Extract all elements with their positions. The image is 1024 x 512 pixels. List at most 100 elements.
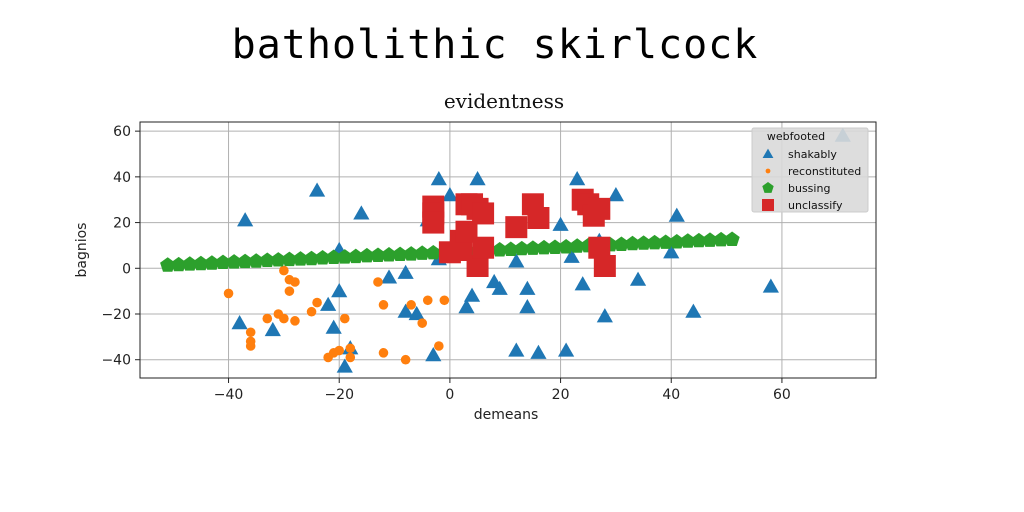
point — [262, 313, 273, 324]
point — [441, 187, 458, 202]
point — [713, 231, 729, 247]
point — [691, 232, 707, 248]
point — [331, 283, 348, 298]
y-tick-label: 60 — [113, 124, 131, 140]
chart-legend: webfooted shakably reconstituted bussing unc… — [751, 127, 869, 213]
point — [392, 246, 408, 261]
point — [593, 255, 616, 277]
point — [569, 238, 585, 253]
point — [326, 249, 342, 264]
point — [624, 235, 641, 251]
point — [334, 345, 345, 356]
point — [685, 303, 702, 318]
point — [160, 257, 176, 272]
point — [680, 233, 696, 248]
point — [231, 315, 248, 330]
point — [536, 239, 552, 255]
point — [345, 352, 356, 363]
point — [491, 280, 508, 295]
y-tick-label: −40 — [101, 353, 131, 369]
point — [525, 240, 541, 255]
point — [588, 236, 611, 259]
point — [669, 234, 685, 249]
point — [519, 280, 536, 295]
point — [353, 205, 370, 220]
point — [425, 347, 442, 362]
point — [237, 212, 254, 227]
y-tick-label: −20 — [101, 307, 131, 323]
series-unclassify — [422, 188, 616, 277]
point — [325, 319, 342, 334]
point — [226, 254, 242, 269]
series-reconstituted — [223, 265, 450, 365]
legend-label: unclassify — [788, 199, 843, 212]
point — [596, 308, 613, 323]
point — [519, 299, 536, 314]
point — [574, 276, 591, 291]
point — [408, 305, 425, 321]
point — [284, 286, 295, 296]
point — [434, 341, 444, 351]
point — [422, 295, 433, 306]
point — [527, 207, 550, 229]
point — [588, 197, 611, 220]
point — [290, 316, 300, 326]
point — [505, 216, 528, 239]
point — [245, 327, 256, 338]
point — [558, 342, 575, 357]
point — [455, 220, 478, 243]
point — [530, 344, 547, 359]
point — [647, 234, 663, 250]
point — [171, 256, 187, 272]
point — [629, 271, 647, 286]
point — [248, 253, 264, 268]
point — [279, 265, 289, 276]
point — [308, 182, 326, 197]
point — [472, 202, 495, 225]
point — [292, 251, 309, 266]
x-tick-label: −20 — [324, 387, 354, 403]
point — [492, 242, 508, 257]
point — [702, 232, 718, 247]
point — [378, 348, 389, 358]
point — [762, 278, 779, 293]
x-tick-label: 20 — [552, 387, 570, 403]
point — [508, 342, 525, 357]
x-tick-label: 0 — [445, 387, 454, 403]
point — [613, 236, 630, 251]
point — [472, 236, 495, 259]
point — [237, 253, 253, 269]
series-bussing — [160, 231, 740, 272]
chart-title: evidentness — [444, 89, 564, 113]
point — [397, 303, 414, 318]
point — [425, 245, 441, 260]
legend-label: shakably — [788, 148, 837, 161]
legend-box — [751, 127, 869, 213]
point — [223, 288, 234, 299]
x-axis-label: demeans — [474, 407, 539, 423]
point — [381, 247, 397, 262]
axis-ticks: −40 −20 0 20 40 60 −40 −20 0 20 40 60 — [101, 124, 790, 403]
point — [724, 231, 740, 246]
point — [336, 358, 353, 373]
point — [400, 354, 411, 365]
point — [663, 244, 680, 259]
point — [469, 171, 486, 186]
legend-marker — [765, 168, 771, 174]
y-tick-label: 40 — [113, 170, 131, 186]
point — [439, 295, 450, 306]
point — [514, 240, 530, 256]
point — [279, 313, 289, 324]
point — [182, 256, 198, 271]
point — [306, 306, 317, 317]
point — [339, 313, 350, 324]
point — [403, 246, 419, 261]
y-tick-label: 0 — [122, 261, 131, 277]
point — [466, 255, 489, 277]
point — [636, 235, 652, 250]
x-tick-label: −40 — [214, 387, 244, 403]
point — [320, 296, 337, 311]
point — [558, 239, 574, 254]
legend-marker — [762, 199, 774, 211]
